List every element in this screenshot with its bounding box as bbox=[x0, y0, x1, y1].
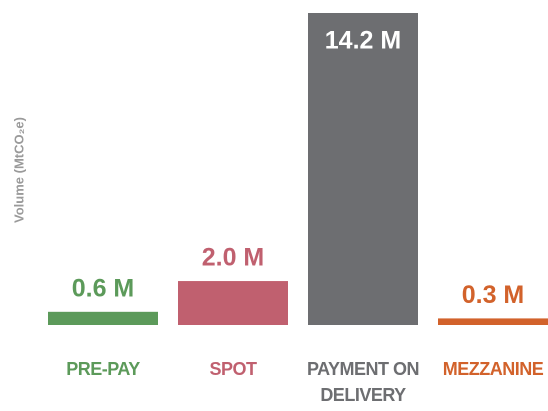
bar bbox=[48, 311, 158, 325]
value-label: 14.2 M bbox=[325, 27, 401, 55]
value-label: 0.3 M bbox=[462, 281, 525, 309]
category-label: PAYMENT ON DELIVERY bbox=[306, 359, 420, 405]
value-label: 0.6 M bbox=[72, 274, 135, 302]
y-axis-label: Volume (MtCO₂e) bbox=[11, 117, 26, 223]
category-label: SPOT bbox=[209, 359, 257, 379]
value-label: 2.0 M bbox=[202, 244, 265, 272]
category-label: PRE-PAY bbox=[66, 359, 140, 379]
bar bbox=[438, 318, 548, 325]
bar bbox=[178, 281, 288, 325]
category-label: MEZZANINE bbox=[442, 359, 544, 379]
bar bbox=[308, 13, 418, 325]
